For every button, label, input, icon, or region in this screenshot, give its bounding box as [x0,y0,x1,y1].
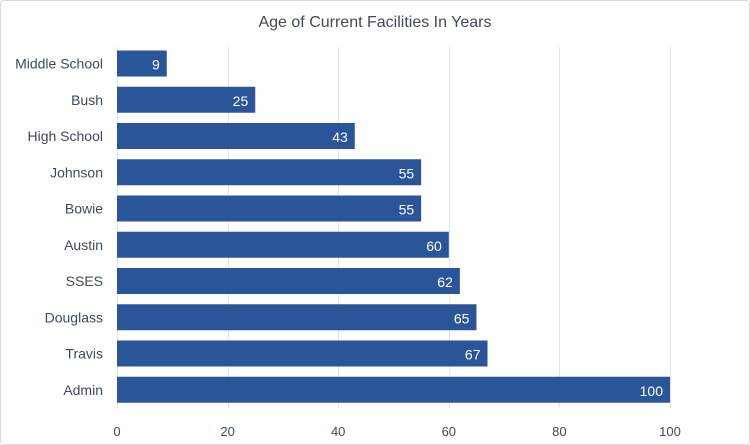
bar [117,50,167,77]
category-label: Bowie [65,201,103,217]
bar [117,159,422,186]
bar [117,86,256,113]
x-tick-label: 100 [659,424,681,439]
bar [117,376,670,403]
bars: 9 25 43 55 55 60 62 65 67 100 [117,50,670,403]
bar [117,340,488,367]
category-labels: Middle School Bush High School Johnson Bowie… [15,56,103,398]
category-label: Admin [63,382,103,398]
x-tick-label: 60 [442,424,456,439]
data-label: 25 [233,93,249,109]
data-label: 9 [152,57,160,73]
category-label: SSES [66,273,103,289]
bar [117,304,477,331]
data-label: 55 [399,165,415,181]
category-label: Austin [64,237,103,253]
data-label: 55 [399,202,415,218]
data-label: 62 [437,274,453,290]
bar [117,231,449,258]
bar [117,195,422,222]
category-label: Middle School [15,56,103,72]
data-label: 60 [426,238,442,254]
data-label: 100 [640,383,664,399]
data-label: 67 [465,347,481,363]
bar [117,123,355,149]
data-label: 43 [332,129,348,145]
category-label: Travis [65,346,103,362]
chart-title: Age of Current Facilities In Years [258,14,491,31]
bar [117,268,460,294]
x-tick-label: 0 [113,424,120,439]
x-tick-label: 20 [220,424,234,439]
category-label: Johnson [50,164,103,180]
category-label: Douglass [45,309,103,325]
category-label: Bush [71,92,103,108]
x-axis-tick-labels: 0 20 40 60 80 100 [113,424,680,439]
data-label: 65 [454,310,470,326]
x-tick-label: 40 [331,424,345,439]
category-label: High School [28,128,104,144]
x-tick-label: 80 [552,424,566,439]
